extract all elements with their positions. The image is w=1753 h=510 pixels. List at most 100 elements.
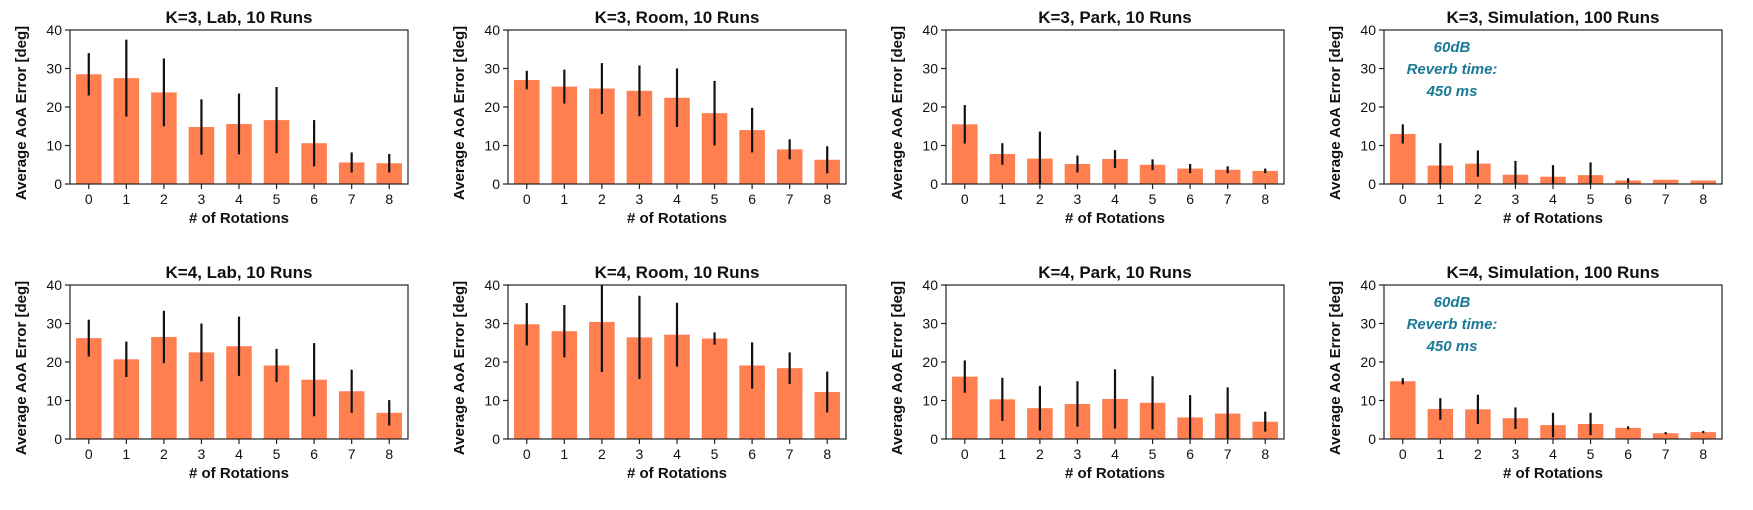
x-tick-label: 0 — [1399, 191, 1407, 207]
y-tick-label: 20 — [484, 99, 500, 115]
chart-svg: K=3, Park, 10 Runs 0 10 20 30 40 0 1 2 3 4 5 6 7 8 # of… — [889, 8, 1285, 227]
x-tick-label: 5 — [273, 446, 281, 462]
x-tick-label: 1 — [560, 446, 568, 462]
chart-panel: K=4, Simulation, 100 Runs 0 10 20 30 40 0 1 2 3 4 5… — [1314, 255, 1752, 510]
chart-title: K=4, Lab, 10 Runs — [166, 263, 313, 282]
x-tick-label: 3 — [1074, 191, 1082, 207]
x-tick-label: 7 — [1662, 446, 1670, 462]
y-tick-label: 30 — [1360, 316, 1376, 332]
chart-panel: K=3, Room, 10 Runs 0 10 20 30 40 0 1 2 3 4 5 6 7 8 # of… — [438, 0, 876, 255]
bar — [338, 162, 365, 184]
annotation-text: 60dB — [1434, 294, 1471, 311]
y-tick-label: 10 — [1360, 138, 1376, 154]
x-tick-label: 1 — [1436, 191, 1444, 207]
x-tick-label: 1 — [998, 191, 1006, 207]
x-axis-label: # of Rotations — [627, 465, 727, 482]
x-tick-label: 6 — [310, 446, 318, 462]
y-axis-label: Average AoA Error [deg] — [13, 281, 30, 455]
bar — [1214, 169, 1241, 184]
x-tick-label: 3 — [636, 191, 644, 207]
x-tick-label: 5 — [1149, 446, 1157, 462]
x-tick-label: 3 — [1512, 446, 1520, 462]
x-tick-label: 6 — [1624, 446, 1632, 462]
y-tick-label: 30 — [484, 316, 500, 332]
x-tick-label: 5 — [1587, 446, 1595, 462]
x-tick-label: 7 — [1224, 191, 1232, 207]
x-tick-label: 4 — [1111, 191, 1119, 207]
bar — [1064, 163, 1091, 184]
x-tick-label: 1 — [122, 446, 130, 462]
y-tick-label: 0 — [1368, 176, 1376, 192]
y-tick-label: 20 — [484, 354, 500, 370]
y-tick-label: 30 — [922, 316, 938, 332]
chart-title: K=4, Simulation, 100 Runs — [1446, 263, 1659, 282]
x-tick-label: 1 — [1436, 446, 1444, 462]
x-axis-label: # of Rotations — [189, 210, 289, 227]
y-tick-label: 40 — [922, 22, 938, 38]
y-tick-label: 20 — [922, 99, 938, 115]
y-tick-label: 10 — [46, 393, 62, 409]
x-axis-label: # of Rotations — [1503, 210, 1603, 227]
x-tick-label: 0 — [523, 446, 531, 462]
bar — [1690, 180, 1716, 184]
y-axis-label: Average AoA Error [deg] — [1327, 26, 1344, 200]
x-tick-label: 4 — [235, 191, 243, 207]
x-tick-label: 6 — [748, 191, 756, 207]
chart-title: K=3, Lab, 10 Runs — [166, 8, 313, 27]
x-tick-label: 0 — [523, 191, 531, 207]
chart-svg: K=3, Room, 10 Runs 0 10 20 30 40 0 1 2 3 4 5 6 7 8 # of… — [451, 8, 847, 227]
y-tick-label: 10 — [484, 393, 500, 409]
x-tick-label: 3 — [1512, 191, 1520, 207]
chart-svg: K=4, Park, 10 Runs 0 10 20 30 40 0 1 2 3 4 5 6 7 8 # of… — [889, 263, 1285, 482]
y-axis-label: Average AoA Error [deg] — [1327, 281, 1344, 455]
y-tick-label: 30 — [46, 316, 62, 332]
x-tick-label: 1 — [560, 191, 568, 207]
chart-svg: K=3, Lab, 10 Runs 0 10 20 30 40 0 1 2 3 4 5 6 7 8 # of … — [13, 8, 409, 227]
y-tick-label: 10 — [1360, 393, 1376, 409]
bar — [1177, 168, 1203, 184]
x-tick-label: 7 — [786, 446, 794, 462]
x-tick-label: 4 — [673, 191, 681, 207]
x-tick-label: 6 — [748, 446, 756, 462]
chart-panel: K=4, Lab, 10 Runs 0 10 20 30 40 0 1 2 3 4 5 6 7 8 # of … — [0, 255, 438, 510]
x-tick-label: 6 — [1186, 446, 1194, 462]
chart-title: K=3, Park, 10 Runs — [1038, 8, 1192, 27]
x-tick-label: 1 — [122, 191, 130, 207]
x-tick-label: 2 — [598, 191, 606, 207]
y-tick-label: 0 — [54, 431, 62, 447]
y-tick-label: 20 — [922, 354, 938, 370]
y-tick-label: 40 — [1360, 22, 1376, 38]
bar — [1252, 170, 1278, 184]
x-tick-label: 3 — [636, 446, 644, 462]
x-tick-label: 3 — [198, 446, 206, 462]
x-tick-label: 0 — [85, 191, 93, 207]
x-tick-label: 4 — [1549, 446, 1557, 462]
x-tick-label: 6 — [310, 191, 318, 207]
y-tick-label: 10 — [922, 393, 938, 409]
x-axis-label: # of Rotations — [1065, 465, 1165, 482]
y-tick-label: 40 — [46, 277, 62, 293]
x-tick-label: 2 — [1036, 191, 1044, 207]
chart-svg: K=4, Lab, 10 Runs 0 10 20 30 40 0 1 2 3 4 5 6 7 8 # of … — [13, 263, 409, 482]
x-tick-label: 7 — [348, 191, 356, 207]
x-tick-label: 4 — [673, 446, 681, 462]
y-tick-label: 0 — [930, 176, 938, 192]
x-axis-label: # of Rotations — [1503, 465, 1603, 482]
x-tick-label: 7 — [348, 446, 356, 462]
bar — [1390, 381, 1416, 439]
bar — [376, 163, 402, 184]
x-tick-label: 0 — [961, 446, 969, 462]
x-tick-label: 2 — [160, 191, 168, 207]
x-tick-label: 8 — [385, 191, 393, 207]
y-axis-label: Average AoA Error [deg] — [451, 281, 468, 455]
y-tick-label: 0 — [492, 176, 500, 192]
x-tick-label: 2 — [1036, 446, 1044, 462]
x-tick-label: 7 — [786, 191, 794, 207]
chart-title: K=3, Room, 10 Runs — [595, 8, 760, 27]
x-tick-label: 0 — [85, 446, 93, 462]
y-tick-label: 40 — [1360, 277, 1376, 293]
annotation-text: 450 ms — [1426, 338, 1478, 355]
y-axis-label: Average AoA Error [deg] — [451, 26, 468, 200]
